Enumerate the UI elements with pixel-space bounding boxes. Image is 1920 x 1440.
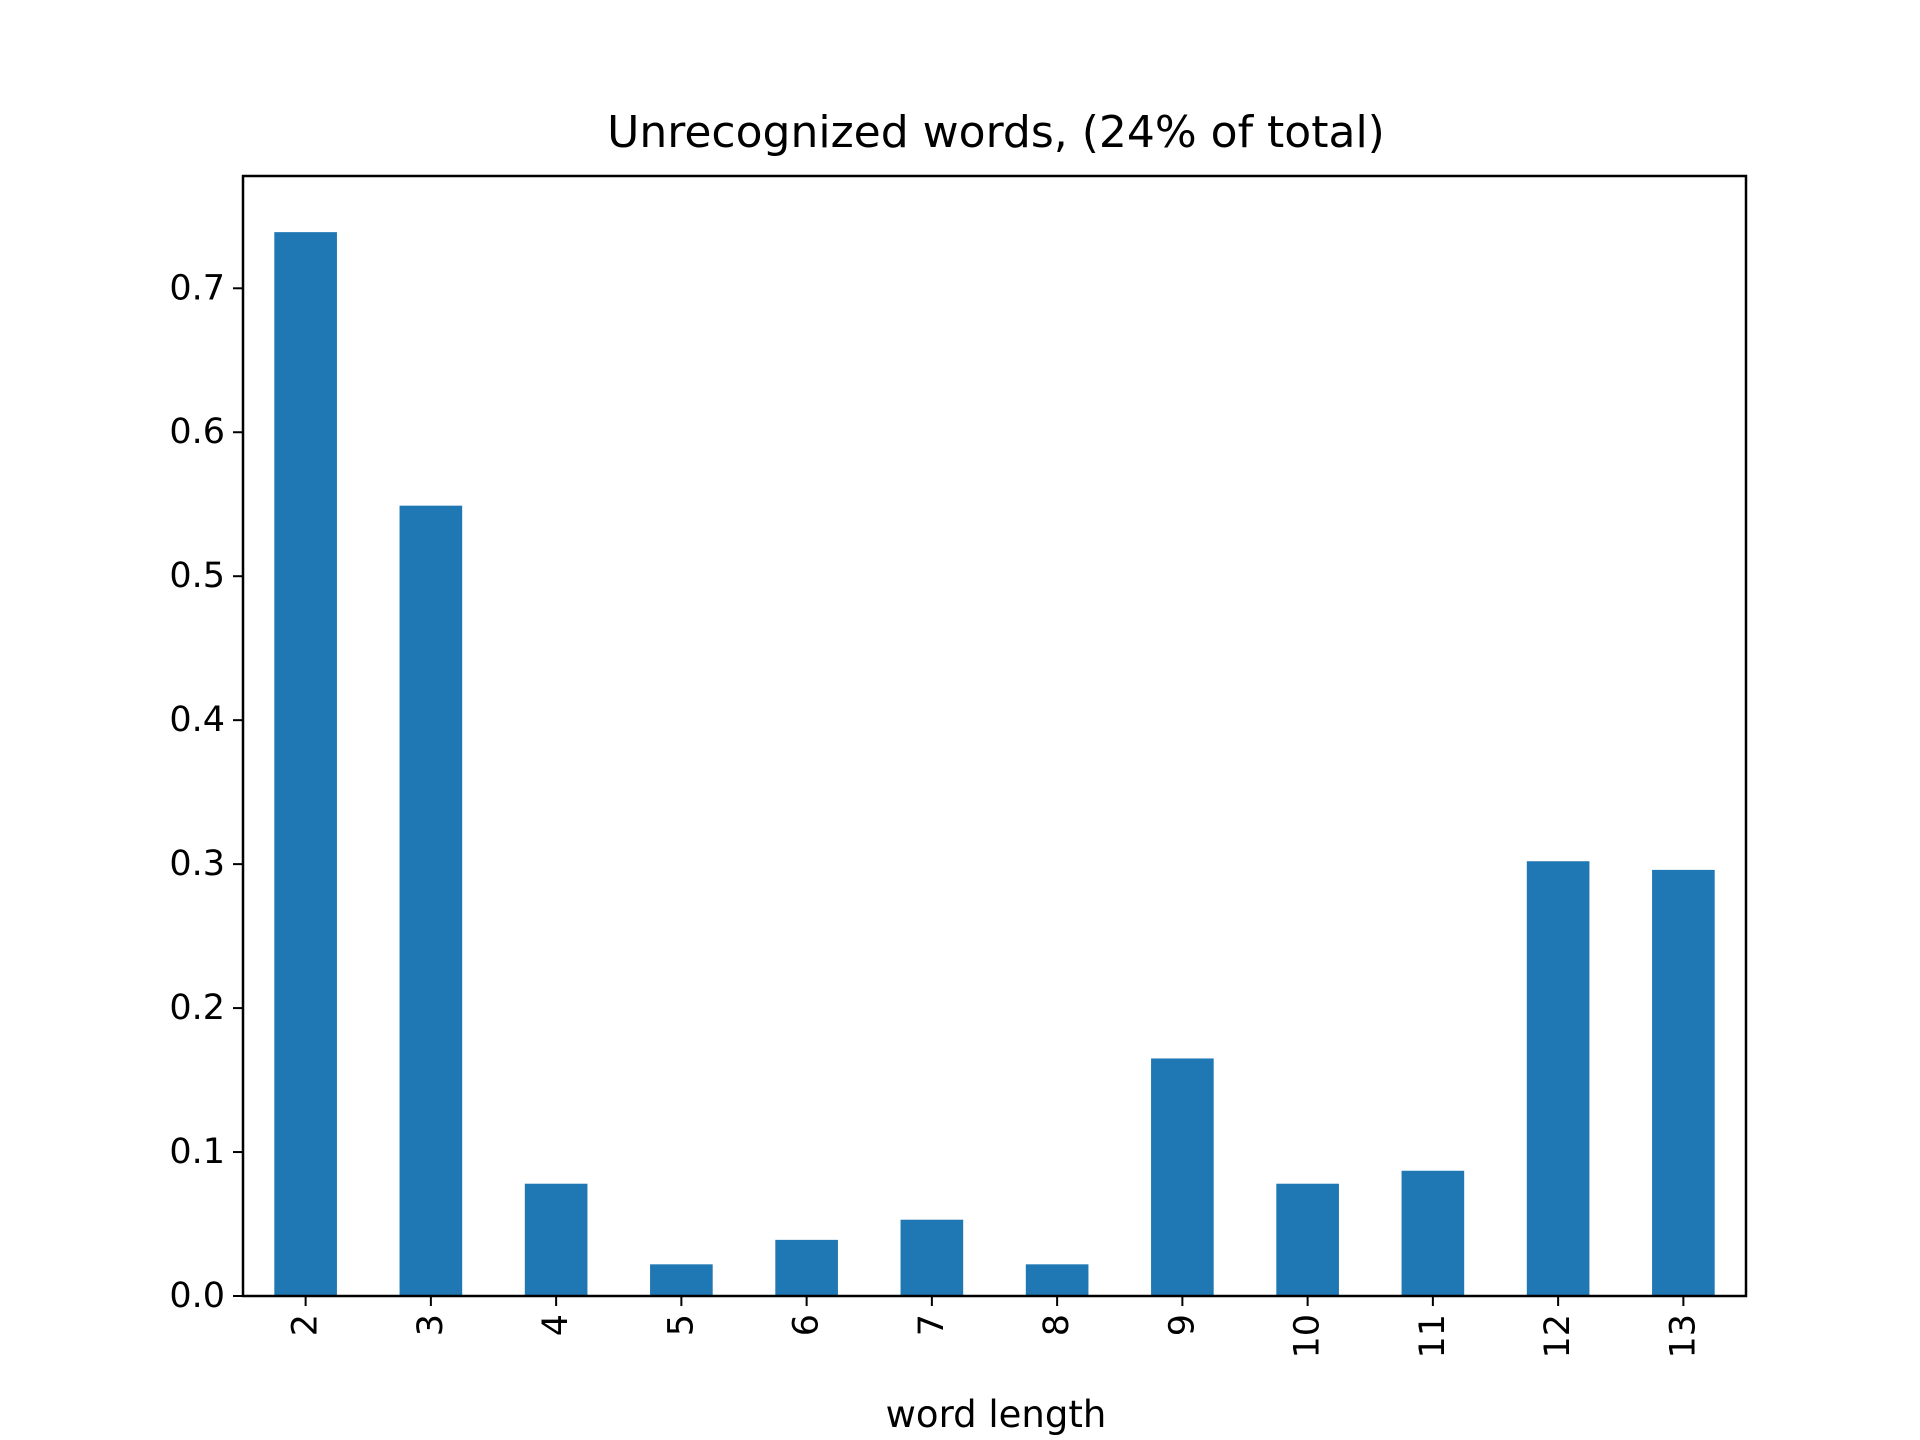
y-tick-label: 0.1 (169, 1132, 225, 1172)
x-tick-label: 9 (1162, 1314, 1202, 1336)
bar-4 (524, 1183, 588, 1296)
y-tick-label: 0.6 (169, 412, 225, 452)
y-tick-label: 0.0 (169, 1276, 225, 1316)
y-tick-label: 0.7 (169, 268, 225, 308)
x-tick-label: 5 (661, 1314, 701, 1336)
bar-3 (399, 505, 463, 1297)
x-tick-label: 11 (1413, 1314, 1453, 1359)
x-axis: 2 3 4 5 6 7 8 9 10 11 12 13 (286, 1296, 1703, 1359)
plot-frame (241, 174, 1748, 1298)
x-tick-label: 8 (1037, 1314, 1077, 1336)
bar-6 (775, 1239, 838, 1296)
y-tick-label: 0.4 (169, 700, 225, 740)
x-tick-label: 2 (286, 1314, 326, 1336)
bar-8 (1025, 1264, 1089, 1296)
x-tick-label: 13 (1663, 1314, 1703, 1359)
x-axis-label: word length (886, 1393, 1107, 1436)
bar-11 (1401, 1170, 1465, 1296)
chart-title: Unrecognized words, (24% of total) (607, 107, 1385, 158)
bar-9 (1151, 1058, 1214, 1296)
bar-13 (1652, 869, 1715, 1296)
bar-5 (650, 1264, 713, 1296)
x-tick-label: 3 (411, 1314, 451, 1336)
y-tick-label: 0.5 (169, 556, 225, 596)
y-tick-label: 0.3 (169, 844, 225, 884)
x-tick-label: 4 (536, 1314, 576, 1336)
bar-2 (274, 232, 337, 1297)
y-axis: 0.0 0.1 0.2 0.3 0.4 0.5 0.6 0.7 (169, 268, 243, 1316)
bar-10 (1276, 1183, 1339, 1296)
bar-12 (1526, 861, 1590, 1296)
x-tick-label: 6 (787, 1314, 827, 1336)
x-tick-label: 7 (912, 1314, 952, 1336)
bar-7 (900, 1219, 964, 1296)
x-tick-label: 12 (1538, 1314, 1578, 1359)
x-tick-label: 10 (1288, 1314, 1328, 1359)
y-tick-label: 0.2 (169, 988, 225, 1028)
bars-group (274, 232, 1715, 1297)
